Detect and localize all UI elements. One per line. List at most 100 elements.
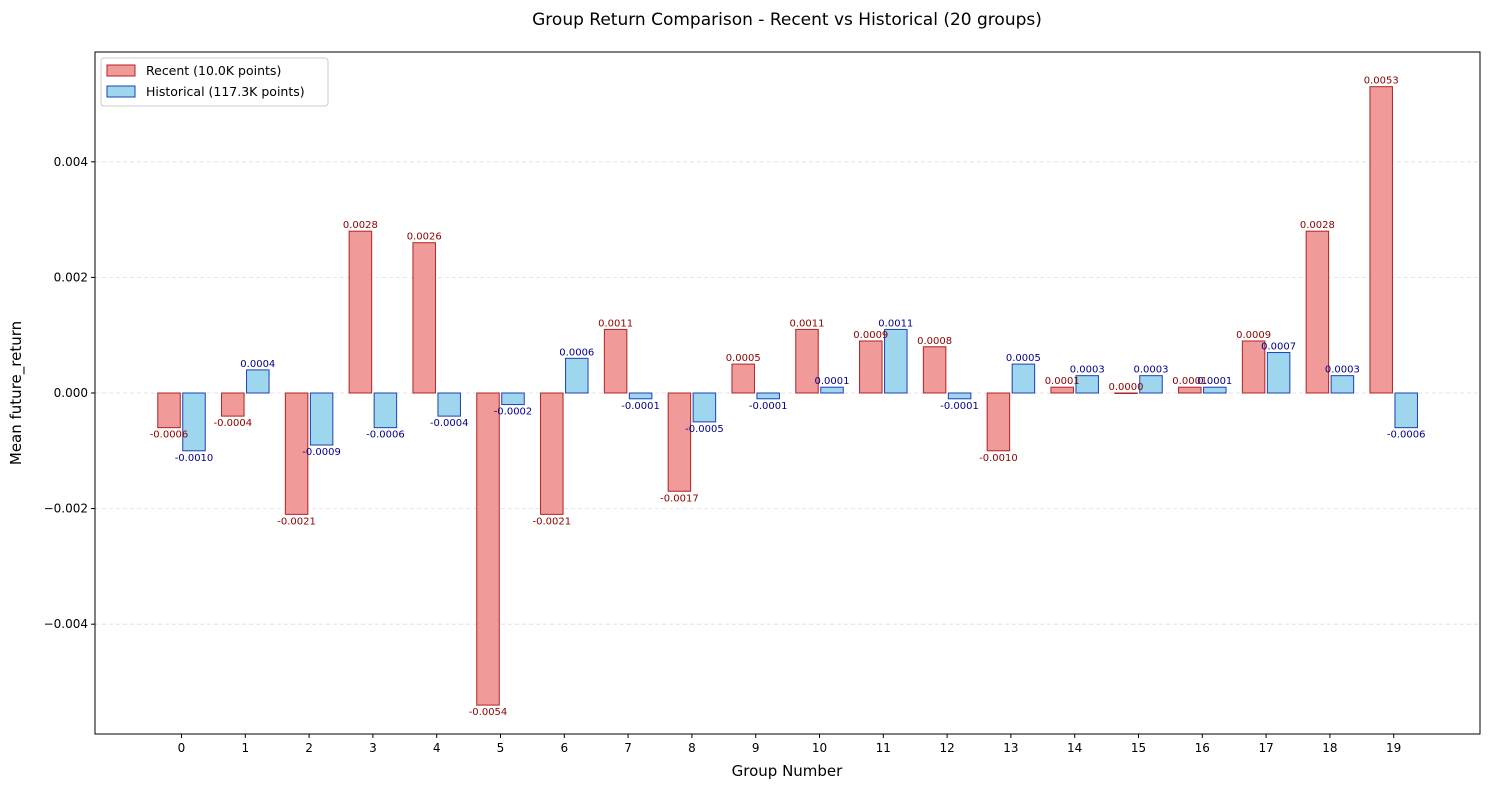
recent-bar-13 (986, 392, 1011, 452)
historical-bar-4 (437, 392, 461, 417)
recent-value-label-15: 0.0000 (1109, 382, 1144, 393)
recent-bar-1 (221, 392, 245, 417)
historical-value-label-1: 0.0004 (240, 359, 275, 370)
y-tick-label: 0.004 (54, 155, 88, 169)
legend-swatch-recent (106, 64, 136, 77)
historical-value-label-18: 0.0003 (1325, 365, 1360, 376)
historical-bar-19 (1394, 392, 1418, 429)
recent-bar-10 (795, 328, 819, 394)
recent-bar-19 (1369, 86, 1393, 394)
historical-value-label-7: -0.0001 (621, 401, 660, 412)
x-tick-label: 8 (688, 741, 696, 755)
x-axis-label: Group Number (732, 762, 844, 780)
recent-bar-8 (667, 392, 692, 492)
recent-value-label-18: 0.0028 (1300, 220, 1335, 231)
x-tick-label: 19 (1386, 741, 1401, 755)
recent-value-label-3: 0.0028 (343, 220, 378, 231)
y-tick-label: −0.002 (44, 502, 88, 516)
y-axis: −0.004 −0.002 0.000 0.002 0.004 (44, 155, 95, 631)
recent-bar-6 (540, 392, 564, 515)
x-tick-label: 2 (305, 741, 313, 755)
y-tick-label: 0.002 (54, 270, 88, 284)
legend-swatch-historical (106, 85, 136, 98)
x-tick-label: 14 (1067, 741, 1082, 755)
recent-value-label-1: -0.0004 (213, 418, 252, 429)
legend-frame (100, 57, 329, 107)
historical-bar-7 (628, 392, 653, 400)
recent-value-label-14: 0.0001 (1045, 376, 1080, 387)
historical-bar-15 (1139, 375, 1163, 394)
recent-bar-9 (731, 363, 755, 394)
historical-bar-13 (1011, 363, 1036, 394)
historical-value-label-5: -0.0002 (494, 407, 533, 418)
historical-value-label-8: -0.0005 (685, 424, 724, 435)
x-tick-label: 7 (624, 741, 632, 755)
x-tick-label: 16 (1195, 741, 1210, 755)
bars (157, 86, 1418, 706)
historical-bar-1 (246, 369, 270, 394)
historical-value-label-17: 0.0007 (1261, 342, 1296, 353)
historical-value-label-16: 0.0001 (1197, 376, 1232, 387)
historical-bar-16 (1203, 386, 1227, 394)
x-tick-label: 17 (1258, 741, 1273, 755)
x-tick-label: 9 (752, 741, 760, 755)
historical-bar-18 (1330, 375, 1355, 394)
recent-bar-16 (1178, 386, 1202, 394)
x-tick-label: 6 (560, 741, 568, 755)
x-tick-label: 15 (1131, 741, 1146, 755)
recent-value-label-12: 0.0008 (917, 336, 952, 347)
historical-bar-3 (373, 392, 398, 429)
x-tick-label: 4 (433, 741, 441, 755)
recent-bar-0 (157, 392, 181, 429)
historical-bar-17 (1266, 352, 1291, 394)
historical-value-label-3: -0.0006 (366, 430, 405, 441)
recent-bar-18 (1305, 230, 1330, 394)
recent-value-label-8: -0.0017 (660, 493, 699, 504)
historical-bar-8 (692, 392, 717, 423)
historical-value-label-11: 0.0011 (878, 318, 913, 329)
recent-bar-12 (922, 346, 947, 394)
recent-value-label-7: 0.0011 (598, 318, 633, 329)
x-tick-label: 5 (497, 741, 505, 755)
historical-value-label-2: -0.0009 (302, 447, 341, 458)
y-tick-label: 0.000 (54, 386, 88, 400)
recent-value-label-5: -0.0054 (469, 707, 508, 718)
x-axis: 0 1 2 3 4 5 6 7 8 9 10 11 12 13 14 15 16 17 18 19 (178, 734, 1401, 755)
recent-value-label-16: 0.0001 (1172, 376, 1207, 387)
historical-bar-10 (820, 386, 844, 394)
x-tick-label: 18 (1322, 741, 1337, 755)
chart-title: Group Return Comparison - Recent vs Hist… (532, 10, 1042, 30)
historical-bar-12 (947, 392, 972, 400)
recent-bar-15 (1114, 392, 1138, 394)
x-tick-label: 10 (812, 741, 827, 755)
historical-value-label-12: -0.0001 (940, 401, 979, 412)
legend-label-recent: Recent (10.0K points) (146, 63, 281, 78)
legend: Recent (10.0K points) Historical (117.3K… (100, 57, 329, 107)
x-tick-label: 11 (876, 741, 891, 755)
y-axis-label: Mean future_return (7, 321, 26, 465)
recent-bar-5 (476, 392, 500, 706)
recent-bar-4 (412, 242, 436, 394)
historical-bar-0 (182, 392, 206, 452)
x-tick-label: 0 (178, 741, 186, 755)
recent-bar-14 (1050, 386, 1074, 394)
recent-value-label-11: 0.0009 (853, 330, 888, 341)
historical-bar-14 (1075, 375, 1099, 394)
historical-bar-6 (565, 357, 589, 394)
historical-value-label-15: 0.0003 (1134, 365, 1169, 376)
recent-value-label-4: 0.0026 (407, 232, 442, 243)
historical-value-label-9: -0.0001 (749, 401, 788, 412)
x-tick-label: 13 (1003, 741, 1018, 755)
recent-bar-11 (859, 340, 883, 394)
recent-bar-17 (1241, 340, 1266, 394)
x-tick-label: 1 (241, 741, 249, 755)
recent-value-label-9: 0.0005 (726, 353, 761, 364)
historical-value-label-10: 0.0001 (815, 376, 850, 387)
recent-value-label-13: -0.0010 (979, 453, 1018, 464)
y-tick-label: −0.004 (44, 617, 88, 631)
historical-value-label-4: -0.0004 (430, 418, 469, 429)
recent-bar-7 (603, 328, 628, 394)
historical-bar-2 (309, 392, 334, 446)
recent-value-label-10: 0.0011 (790, 318, 825, 329)
